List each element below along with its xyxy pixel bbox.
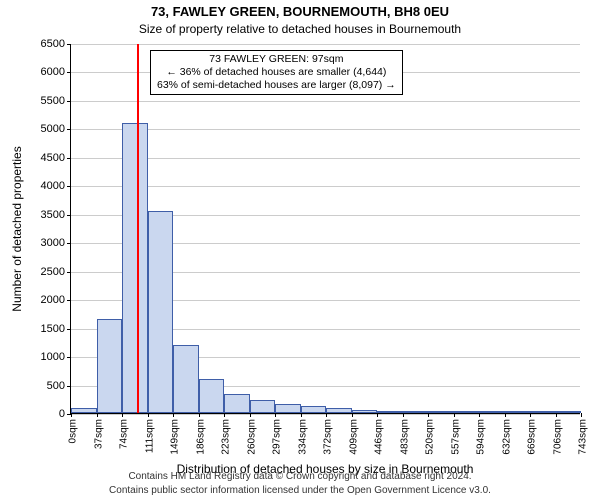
xtick-mark bbox=[403, 413, 404, 417]
footer-copyright: Contains HM Land Registry data © Crown c… bbox=[0, 471, 600, 482]
histogram-bar bbox=[97, 319, 123, 413]
ytick-label: 5000 bbox=[41, 123, 71, 135]
footer-licence: Contains public sector information licen… bbox=[0, 485, 600, 496]
xtick-label: 149sqm bbox=[170, 419, 181, 455]
chart-container: 73, FAWLEY GREEN, BOURNEMOUTH, BH8 0EU S… bbox=[0, 0, 600, 500]
xtick-label: 409sqm bbox=[348, 419, 359, 455]
y-axis-label: Number of detached properties bbox=[10, 146, 24, 311]
histogram-bar bbox=[403, 411, 429, 413]
xtick-mark bbox=[250, 413, 251, 417]
xtick-mark bbox=[352, 413, 353, 417]
ytick-label: 1500 bbox=[41, 323, 71, 335]
histogram-bar bbox=[479, 411, 505, 413]
ytick-label: 2500 bbox=[41, 266, 71, 278]
xtick-label: 632sqm bbox=[501, 419, 512, 455]
xtick-mark bbox=[148, 413, 149, 417]
histogram-bar bbox=[428, 411, 454, 413]
ytick-label: 500 bbox=[47, 380, 71, 392]
gridline bbox=[71, 44, 580, 45]
xtick-mark bbox=[224, 413, 225, 417]
histogram-bar bbox=[224, 394, 250, 413]
xtick-mark bbox=[122, 413, 123, 417]
ytick-label: 3000 bbox=[41, 237, 71, 249]
xtick-label: 557sqm bbox=[450, 419, 461, 455]
xtick-label: 186sqm bbox=[195, 419, 206, 455]
xtick-mark bbox=[556, 413, 557, 417]
ytick-label: 3500 bbox=[41, 209, 71, 221]
xtick-label: 743sqm bbox=[578, 419, 589, 455]
histogram-bar bbox=[326, 408, 352, 413]
xtick-label: 520sqm bbox=[425, 419, 436, 455]
xtick-label: 297sqm bbox=[272, 419, 283, 455]
xtick-mark bbox=[505, 413, 506, 417]
xtick-label: 669sqm bbox=[527, 419, 538, 455]
xtick-label: 111sqm bbox=[144, 419, 155, 453]
xtick-label: 74sqm bbox=[119, 419, 130, 449]
histogram-bar bbox=[377, 411, 403, 413]
histogram-bar bbox=[250, 400, 276, 413]
chart-title: 73, FAWLEY GREEN, BOURNEMOUTH, BH8 0EU bbox=[0, 4, 600, 19]
ytick-label: 4000 bbox=[41, 180, 71, 192]
xtick-label: 334sqm bbox=[297, 419, 308, 455]
xtick-mark bbox=[428, 413, 429, 417]
ytick-label: 5500 bbox=[41, 95, 71, 107]
marker-line bbox=[137, 44, 139, 413]
xtick-mark bbox=[275, 413, 276, 417]
gridline bbox=[71, 101, 580, 102]
xtick-label: 706sqm bbox=[552, 419, 563, 455]
xtick-label: 483sqm bbox=[399, 419, 410, 455]
ytick-label: 1000 bbox=[41, 351, 71, 363]
histogram-bar bbox=[454, 411, 480, 413]
xtick-label: 594sqm bbox=[476, 419, 487, 455]
annotation-box: 73 FAWLEY GREEN: 97sqm← 36% of detached … bbox=[150, 50, 403, 95]
histogram-bar bbox=[122, 123, 148, 413]
plot-area: 0500100015002000250030003500400045005000… bbox=[70, 44, 580, 414]
ytick-label: 6500 bbox=[41, 38, 71, 50]
xtick-mark bbox=[71, 413, 72, 417]
xtick-mark bbox=[301, 413, 302, 417]
y-axis-label-wrap: Number of detached properties bbox=[10, 44, 24, 414]
histogram-bar bbox=[530, 411, 556, 413]
histogram-bar bbox=[173, 345, 199, 413]
histogram-bar bbox=[301, 406, 327, 413]
xtick-mark bbox=[97, 413, 98, 417]
xtick-mark bbox=[326, 413, 327, 417]
xtick-label: 260sqm bbox=[246, 419, 257, 455]
histogram-bar bbox=[505, 411, 531, 413]
xtick-mark bbox=[479, 413, 480, 417]
xtick-label: 372sqm bbox=[323, 419, 334, 455]
xtick-mark bbox=[173, 413, 174, 417]
xtick-mark bbox=[581, 413, 582, 417]
ytick-label: 4500 bbox=[41, 152, 71, 164]
ytick-label: 6000 bbox=[41, 66, 71, 78]
xtick-label: 223sqm bbox=[221, 419, 232, 455]
histogram-bar bbox=[199, 379, 225, 413]
histogram-bar bbox=[556, 411, 582, 413]
histogram-bar bbox=[352, 410, 378, 413]
annotation-line: 63% of semi-detached houses are larger (… bbox=[157, 79, 396, 92]
xtick-label: 446sqm bbox=[374, 419, 385, 455]
ytick-label: 2000 bbox=[41, 294, 71, 306]
histogram-bar bbox=[148, 211, 174, 413]
xtick-mark bbox=[530, 413, 531, 417]
histogram-bar bbox=[71, 408, 97, 413]
xtick-mark bbox=[377, 413, 378, 417]
xtick-mark bbox=[454, 413, 455, 417]
xtick-mark bbox=[199, 413, 200, 417]
annotation-line: ← 36% of detached houses are smaller (4,… bbox=[157, 66, 396, 79]
xtick-label: 37sqm bbox=[93, 419, 104, 449]
xtick-label: 0sqm bbox=[68, 419, 79, 443]
chart-subtitle: Size of property relative to detached ho… bbox=[0, 22, 600, 36]
annotation-line: 73 FAWLEY GREEN: 97sqm bbox=[157, 53, 396, 66]
histogram-bar bbox=[275, 404, 301, 413]
